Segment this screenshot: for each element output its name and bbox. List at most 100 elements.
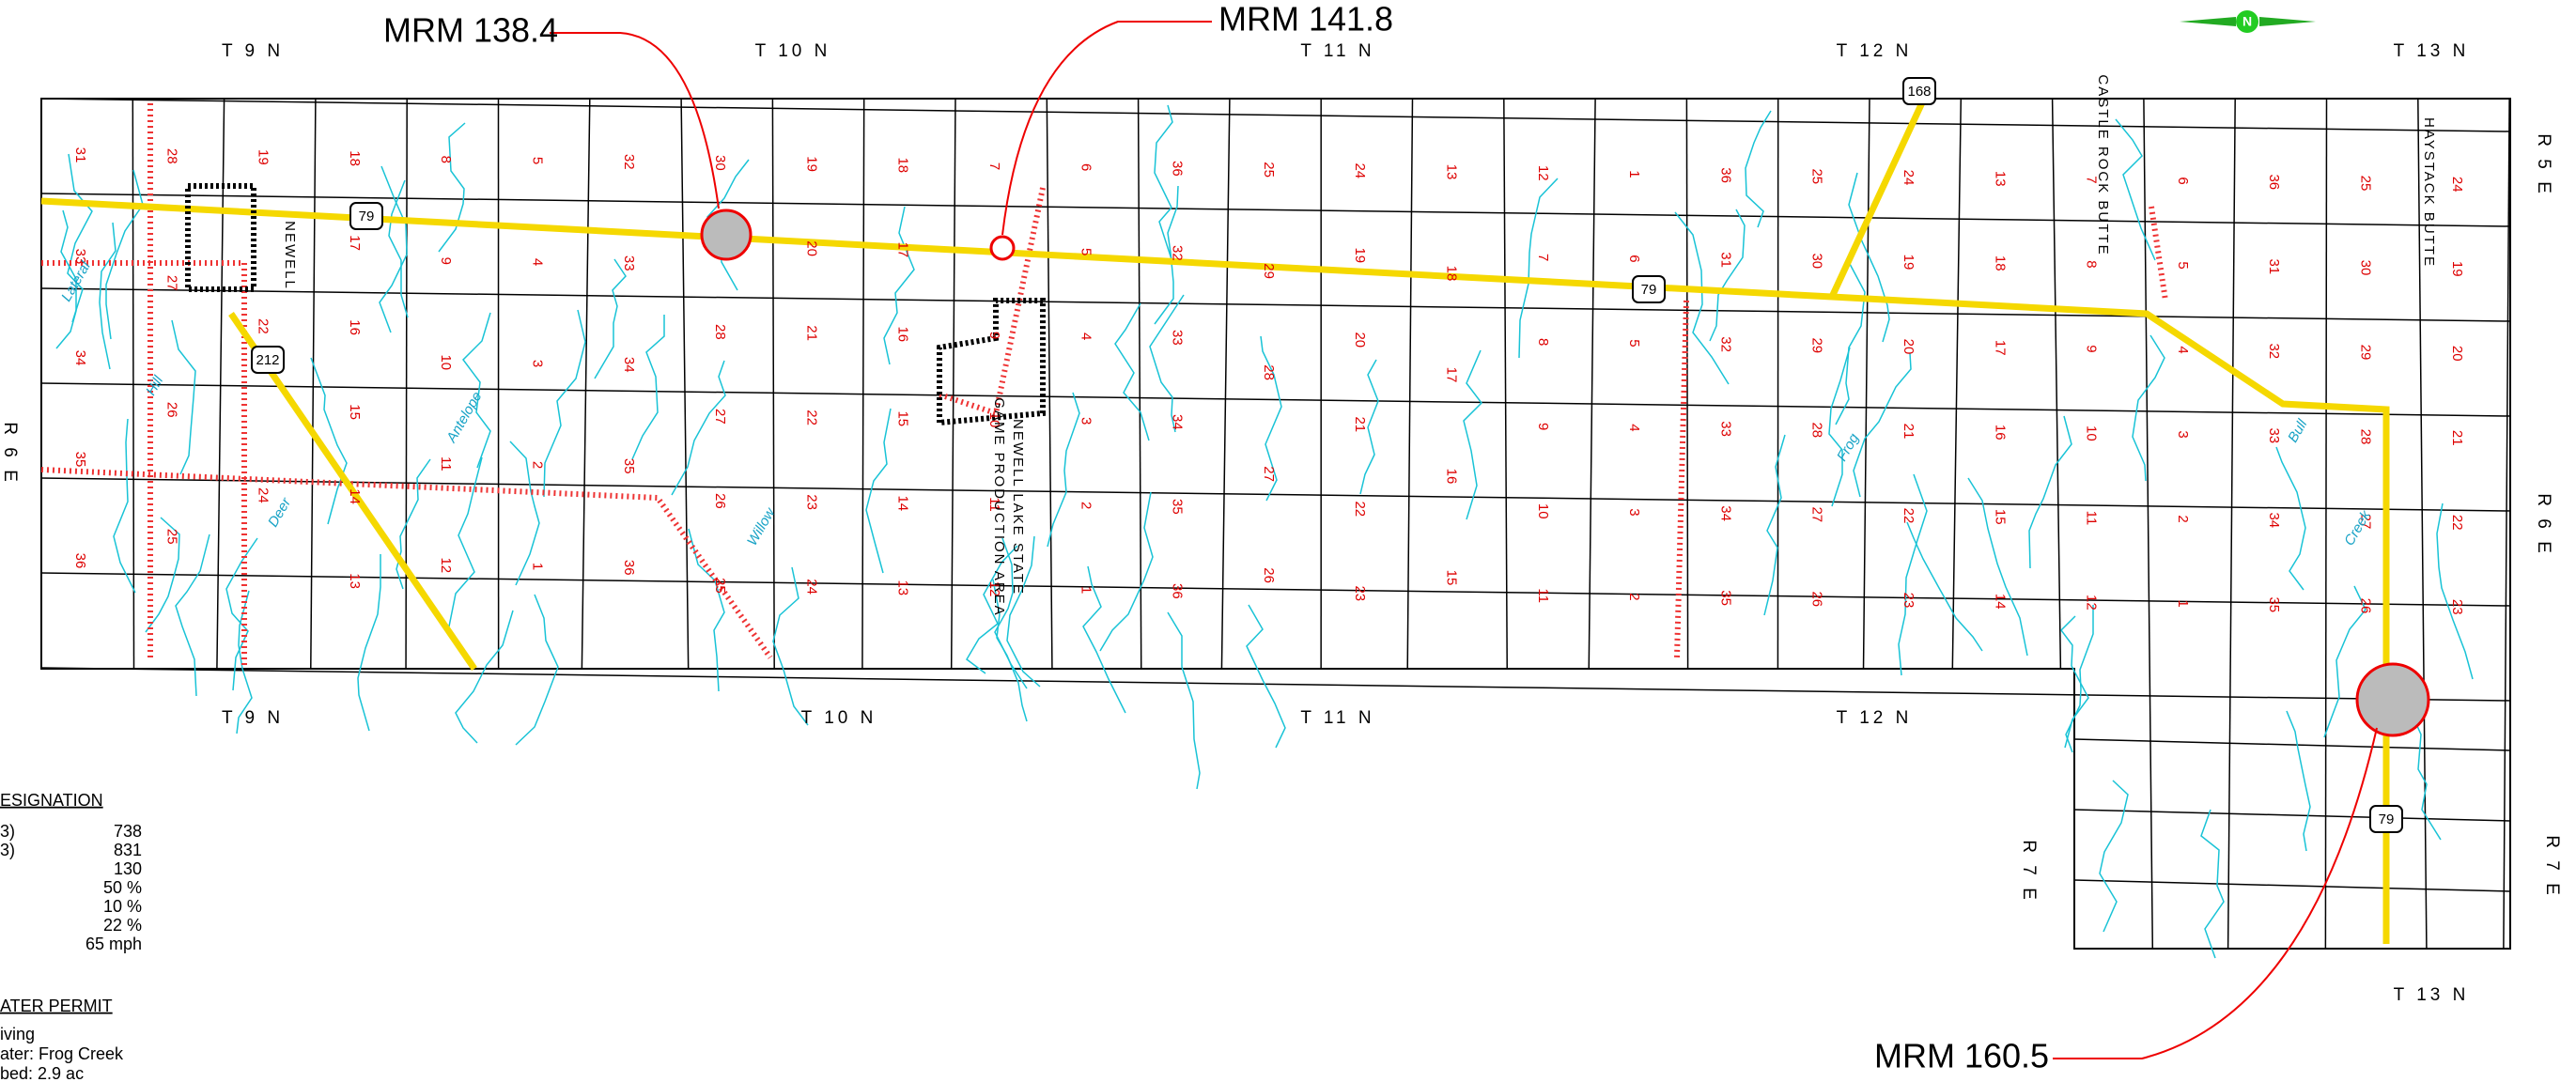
place-name: NEWELL	[282, 221, 298, 290]
legend-value: 22 %	[103, 916, 142, 935]
north-arrow: N	[2180, 10, 2316, 33]
legend-title: ESIGNATION	[0, 791, 103, 810]
section-number: 10	[2084, 425, 2100, 441]
section-number: 21	[1901, 424, 1916, 440]
section-number: 16	[1444, 469, 1460, 485]
section-number: 21	[2449, 430, 2465, 446]
section-number: 2	[1078, 502, 1094, 509]
section-number: 33	[2266, 427, 2282, 443]
section-number: 19	[256, 149, 272, 165]
section-number: 18	[895, 157, 911, 173]
section-number: 3	[1078, 417, 1094, 425]
section-number: 31	[72, 147, 88, 163]
section-number: 22	[803, 410, 819, 425]
section-number: 26	[1809, 591, 1825, 607]
section-number: 19	[1901, 255, 1916, 270]
section-number: 12	[438, 557, 454, 573]
legend-key: 3)	[0, 822, 15, 841]
callout-label: MRM 141.8	[1218, 0, 1393, 39]
section-number: 2	[530, 461, 546, 469]
section-number: 12	[1535, 165, 1551, 181]
section-number: 19	[1352, 247, 1368, 263]
section-number: 16	[1992, 425, 2008, 441]
section-number: 18	[1992, 255, 2008, 271]
section-number: 18	[1444, 266, 1460, 282]
section-number: 25	[1261, 162, 1277, 178]
mrm-marker	[2357, 664, 2429, 735]
township-label: T 9 N	[222, 708, 284, 728]
section-number: 4	[2175, 346, 2191, 353]
section-number: 35	[1717, 590, 1733, 606]
section-number: 14	[895, 495, 911, 511]
section-number: 19	[2449, 261, 2465, 277]
section-number: 8	[1535, 338, 1551, 346]
section-number: 34	[72, 350, 88, 366]
section-number: 32	[1170, 245, 1186, 261]
section-number: 22	[256, 318, 272, 334]
section-number: 16	[895, 326, 911, 342]
section-number: 29	[1261, 263, 1277, 279]
section-number: 14	[1992, 594, 2008, 610]
section-number: 26	[712, 493, 728, 509]
section-number: 28	[712, 324, 728, 340]
section-number: 14	[347, 488, 363, 504]
section-number: 33	[1717, 421, 1733, 437]
legend-line: iving	[0, 1025, 35, 1043]
section-number: 5	[530, 157, 546, 164]
section-number: 15	[895, 410, 911, 426]
section-number: 17	[895, 241, 911, 257]
range-label: R 7 E	[2542, 835, 2562, 899]
section-number: 21	[1352, 416, 1368, 432]
section-number: 24	[803, 579, 819, 595]
legend-value: 130	[114, 859, 142, 878]
section-number: 28	[1261, 364, 1277, 380]
section-number: 29	[2358, 345, 2374, 361]
legend-value: 831	[114, 841, 142, 859]
section-number: 4	[1626, 424, 1642, 431]
section-number: 3	[530, 360, 546, 367]
township-label: T 13 N	[2394, 985, 2470, 1005]
mrm-marker	[702, 210, 751, 259]
legend-value: 738	[114, 822, 142, 841]
township-label: T 10 N	[801, 708, 877, 728]
section-number: 4	[1078, 332, 1094, 340]
section-number: 5	[1626, 339, 1642, 347]
section-number: 27	[712, 409, 728, 425]
section-number: 30	[2358, 260, 2374, 276]
place-name: GAME PRODUCTION AREA	[991, 397, 1007, 616]
township-label: T 11 N	[1300, 708, 1374, 728]
section-number: 31	[2266, 258, 2282, 274]
section-number: 15	[1444, 570, 1460, 586]
section-number: 3	[1626, 508, 1642, 516]
route-number: 79	[359, 209, 375, 224]
section-number: 23	[2449, 599, 2465, 615]
township-label: T 9 N	[222, 41, 284, 61]
section-number: 6	[1626, 255, 1642, 262]
section-number: 22	[2449, 515, 2465, 531]
range-label: R 6 E	[0, 422, 20, 486]
range-label: R 7 E	[2019, 840, 2039, 904]
section-number: 20	[803, 240, 819, 256]
section-number: 4	[530, 258, 546, 266]
section-number: 34	[1717, 505, 1733, 521]
township-label: T 11 N	[1300, 41, 1374, 61]
section-number: 35	[72, 452, 88, 468]
section-number: 26	[2358, 598, 2374, 614]
section-number: 23	[1352, 585, 1368, 601]
place-name: HAYSTACK BUTTE	[2421, 117, 2437, 268]
section-number: 28	[2358, 429, 2374, 445]
section-number: 26	[1261, 567, 1277, 583]
section-number: 15	[347, 404, 363, 420]
section-number: 21	[803, 325, 819, 341]
range-label: R 6 E	[2534, 493, 2553, 557]
section-number: 1	[1078, 586, 1094, 594]
section-number: 22	[1901, 508, 1916, 524]
legend-line: bed: 2.9 ac	[0, 1064, 84, 1082]
section-number: 17	[347, 235, 363, 251]
legend-value: 50 %	[103, 878, 142, 897]
township-label: T 10 N	[755, 41, 831, 61]
section-number: 32	[621, 154, 637, 170]
section-number: 18	[347, 150, 363, 166]
section-number: 24	[1352, 162, 1368, 178]
section-number: 13	[1444, 164, 1460, 180]
